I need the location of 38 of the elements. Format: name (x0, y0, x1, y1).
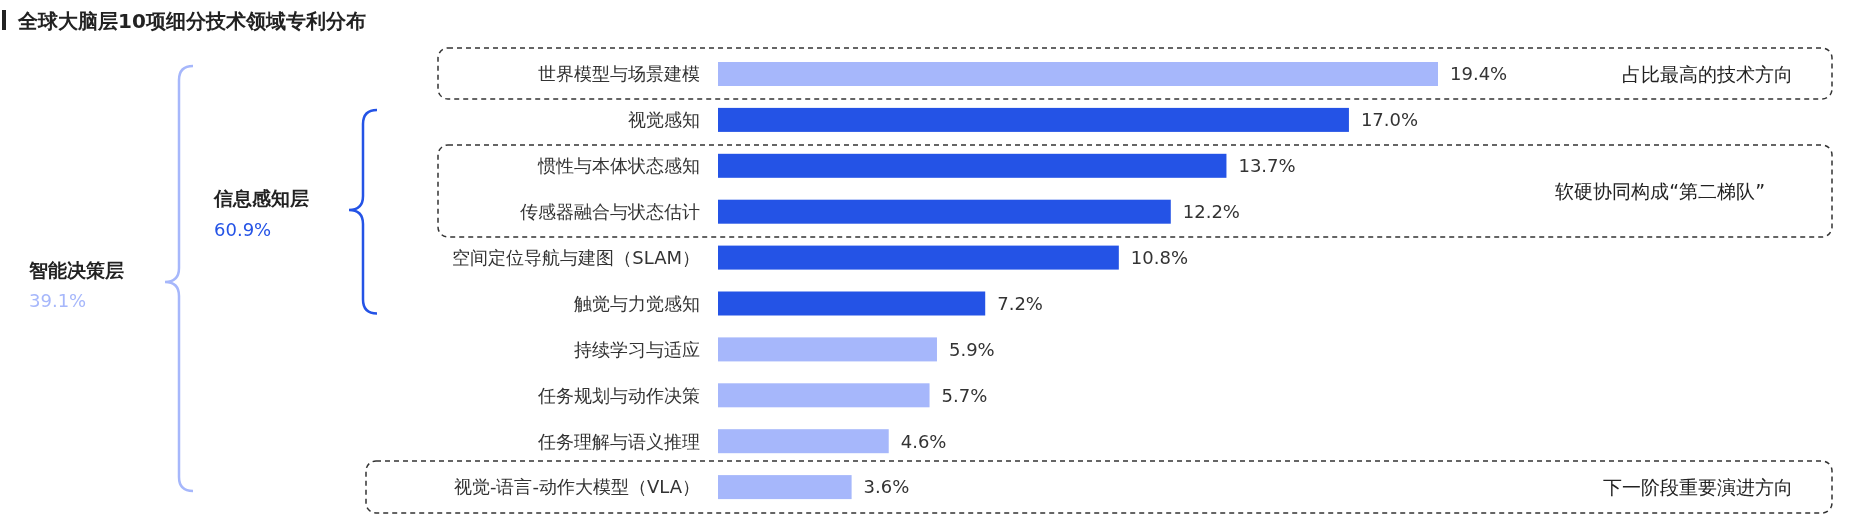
data-label: 19.4% (1450, 63, 1508, 85)
bar (718, 62, 1438, 86)
bar (718, 337, 937, 362)
text: 60.9% (214, 219, 272, 240)
bar (718, 199, 1171, 224)
text: 占比最高的技术方向 (1622, 62, 1793, 85)
data-label: 5.9% (948, 338, 995, 360)
data-label: 13.7% (1238, 155, 1296, 177)
text: 智能决策层 (28, 259, 124, 281)
y-tick-label: 视觉感知 (628, 109, 700, 131)
bar (718, 153, 1227, 178)
bar (718, 475, 852, 500)
data-label: 4.6% (900, 430, 947, 452)
y-tick-label: 任务理解与语义推理 (537, 430, 700, 452)
text: 软硬协同构成“第二梯队” (1555, 179, 1765, 202)
y-tick-label: 惯性与本体状态感知 (537, 155, 700, 177)
bar (718, 429, 889, 454)
y-tick-label: 世界模型与场景建模 (538, 63, 700, 85)
y-tick-label: 触觉与力觉感知 (574, 292, 700, 314)
y-tick-label: 持续学习与适应 (574, 338, 700, 360)
text: 信息感知层 (213, 187, 309, 209)
data-label: 10.8% (1130, 246, 1189, 268)
text: 全球大脑层10项细分技术领域专利分布 (17, 9, 366, 33)
bar (718, 107, 1349, 132)
bar (718, 291, 986, 316)
text: 39.1% (29, 290, 87, 311)
data-label: 5.7% (941, 384, 988, 406)
data-label: 17.0% (1360, 109, 1419, 131)
bar (718, 245, 1119, 270)
y-tick-label: 视觉-语言-动作大模型（VLA） (453, 476, 700, 498)
y-tick-label: 任务规划与动作决策 (537, 384, 700, 406)
y-tick-label: 空间定位导航与建图（SLAM） (452, 246, 700, 268)
data-label: 7.2% (997, 292, 1043, 314)
y-tick-label: 传感器融合与状态估计 (520, 201, 700, 222)
bar (718, 383, 930, 408)
text: 下一阶段重要演进方向 (1603, 475, 1793, 498)
data-label: 12.2% (1182, 201, 1240, 222)
data-label: 3.6% (863, 476, 910, 498)
